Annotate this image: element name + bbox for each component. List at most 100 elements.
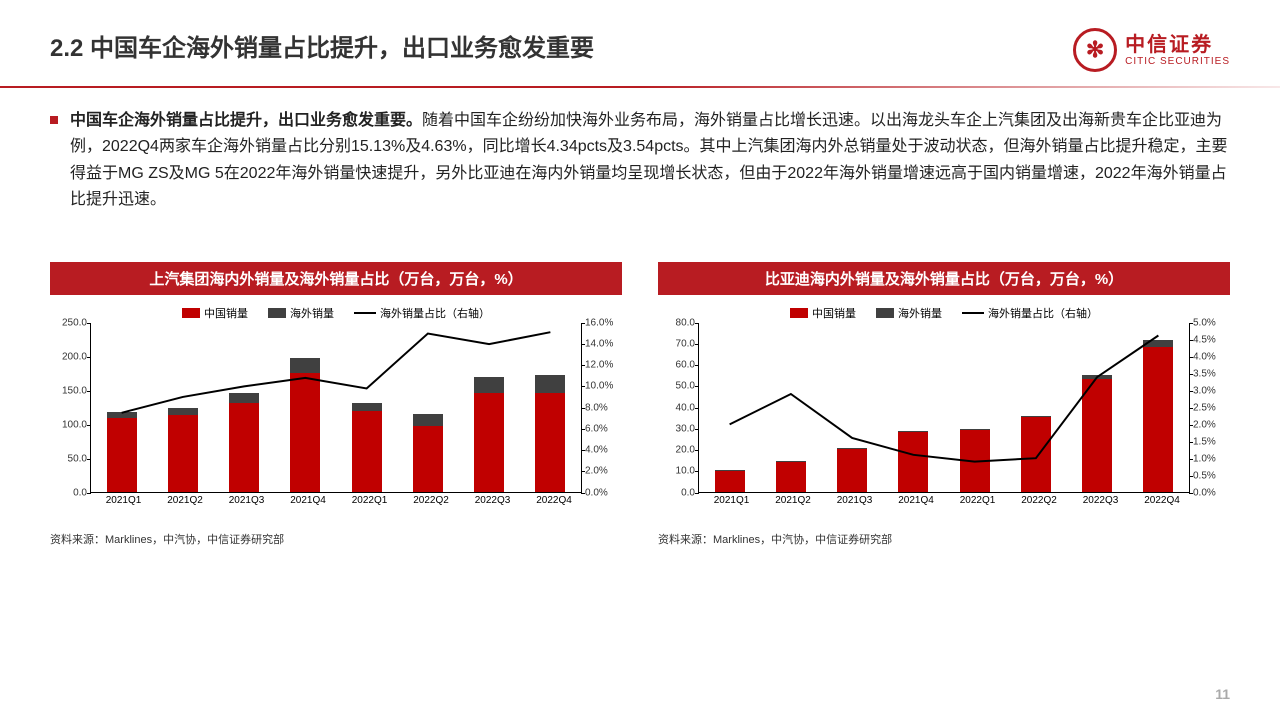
bar-group	[837, 323, 867, 492]
bar-china	[898, 432, 928, 492]
bar-china	[229, 403, 259, 491]
bar-group	[776, 323, 806, 492]
chart2-title: 比亚迪海内外销量及海外销量占比（万台，万台，%）	[658, 262, 1230, 295]
bar-china	[413, 426, 443, 492]
x-label: 2022Q4	[536, 495, 566, 506]
x-label: 2022Q2	[1021, 495, 1051, 506]
bar-group	[413, 323, 443, 492]
y-right-tick: 6.0%	[581, 423, 608, 434]
bar-group	[1021, 323, 1051, 492]
y-right-tick: 1.5%	[1189, 436, 1216, 447]
bar-group	[1143, 323, 1173, 492]
x-label: 2021Q1	[106, 495, 136, 506]
x-label: 2021Q4	[898, 495, 928, 506]
bar-china	[107, 418, 137, 491]
bar-group	[352, 323, 382, 492]
bar-china	[776, 462, 806, 492]
bar-china	[168, 415, 198, 491]
legend-china: 中国销量	[790, 305, 856, 321]
x-label: 2021Q2	[167, 495, 197, 506]
x-label: 2022Q3	[1083, 495, 1113, 506]
bullet-icon	[50, 116, 58, 124]
x-label: 2022Q2	[413, 495, 443, 506]
bar-china	[290, 373, 320, 492]
chart-byd: 比亚迪海内外销量及海外销量占比（万台，万台，%） 中国销量 海外销量 海外销量占比（…	[658, 262, 1230, 547]
bar-overseas	[352, 403, 382, 412]
y-right-tick: 3.0%	[1189, 385, 1216, 396]
x-label: 2021Q3	[837, 495, 867, 506]
bar-overseas	[535, 375, 565, 393]
y-right-tick: 8.0%	[581, 402, 608, 413]
legend-china: 中国销量	[182, 305, 248, 321]
x-label: 2022Q4	[1144, 495, 1174, 506]
y-right-tick: 4.0%	[581, 445, 608, 456]
bar-overseas	[776, 461, 806, 462]
bar-overseas	[960, 429, 990, 430]
bar-overseas	[474, 377, 504, 393]
bar-overseas	[413, 414, 443, 426]
bar-china	[474, 393, 504, 492]
bar-overseas	[898, 431, 928, 432]
y-right-tick: 0.0%	[581, 487, 608, 498]
bar-china	[1143, 347, 1173, 492]
bar-group	[960, 323, 990, 492]
bar-china	[715, 470, 745, 491]
bar-group	[229, 323, 259, 492]
y-right-tick: 2.0%	[1189, 419, 1216, 430]
y-right-tick: 0.0%	[1189, 487, 1216, 498]
chart2-source: 资料来源：Marklines，中汽协，中信证券研究部	[658, 531, 1230, 547]
bar-overseas	[168, 408, 198, 415]
chart1-source: 资料来源：Marklines，中汽协，中信证券研究部	[50, 531, 622, 547]
bar-overseas	[229, 393, 259, 403]
bar-overseas	[107, 412, 137, 418]
bar-overseas	[1021, 416, 1051, 417]
bar-overseas	[290, 358, 320, 373]
y-right-tick: 2.5%	[1189, 402, 1216, 413]
y-right-tick: 10.0%	[581, 381, 613, 392]
bar-group	[535, 323, 565, 492]
y-right-tick: 3.5%	[1189, 368, 1216, 379]
x-label: 2022Q1	[352, 495, 382, 506]
x-label: 2021Q1	[714, 495, 744, 506]
bar-overseas	[1082, 375, 1112, 379]
bar-china	[352, 411, 382, 491]
bar-china	[837, 449, 867, 492]
logo: ✻ 中信证券 CITIC SECURITIES	[1073, 28, 1230, 72]
bar-group	[898, 323, 928, 492]
y-right-tick: 1.0%	[1189, 453, 1216, 464]
y-right-tick: 12.0%	[581, 360, 613, 371]
bar-group	[107, 323, 137, 492]
bar-overseas	[1143, 340, 1173, 347]
bar-group	[715, 323, 745, 492]
x-label: 2021Q4	[290, 495, 320, 506]
y-right-tick: 4.5%	[1189, 334, 1216, 345]
x-label: 2022Q1	[960, 495, 990, 506]
bar-group	[168, 323, 198, 492]
x-label: 2021Q3	[229, 495, 259, 506]
bar-group	[474, 323, 504, 492]
body-lead: 中国车企海外销量占比提升，出口业务愈发重要。	[70, 112, 422, 129]
y-right-tick: 5.0%	[1189, 317, 1216, 328]
legend-overseas: 海外销量	[876, 305, 942, 321]
page-title: 2.2 中国车企海外销量占比提升，出口业务愈发重要	[50, 28, 594, 63]
legend-ratio: 海外销量占比（右轴）	[354, 305, 490, 321]
logo-text-en: CITIC SECURITIES	[1125, 56, 1230, 67]
page-number: 11	[1215, 686, 1230, 702]
legend-ratio: 海外销量占比（右轴）	[962, 305, 1098, 321]
bar-group	[290, 323, 320, 492]
body-paragraph: 中国车企海外销量占比提升，出口业务愈发重要。随着中国车企纷纷加快海外业务布局，海…	[70, 108, 1230, 214]
bar-china	[1082, 379, 1112, 492]
bar-china	[535, 393, 565, 492]
logo-icon: ✻	[1073, 28, 1117, 72]
chart1-title: 上汽集团海内外销量及海外销量占比（万台，万台，%）	[50, 262, 622, 295]
y-right-tick: 14.0%	[581, 338, 613, 349]
bar-group	[1082, 323, 1112, 492]
chart-saic: 上汽集团海内外销量及海外销量占比（万台，万台，%） 中国销量海外销量海外销量占比…	[50, 262, 622, 547]
bar-china	[1021, 417, 1051, 491]
bar-overseas	[837, 448, 867, 449]
y-right-tick: 16.0%	[581, 317, 613, 328]
y-right-tick: 0.5%	[1189, 470, 1216, 481]
y-right-tick: 2.0%	[581, 466, 608, 477]
x-label: 2021Q2	[775, 495, 805, 506]
bar-china	[960, 430, 990, 492]
